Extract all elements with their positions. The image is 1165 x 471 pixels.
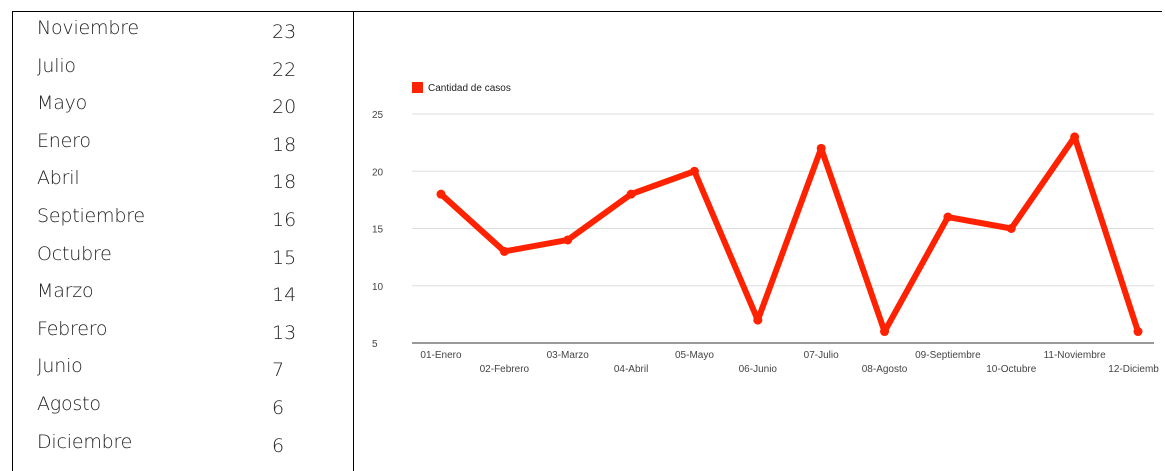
data-point [943,212,953,222]
y-tick-label: 25 [372,110,384,121]
case-count: 6 [272,434,285,457]
case-count: 20 [272,96,297,119]
x-tick-label: 04-Abril [614,364,648,375]
x-tick-label: 10-Octubre [986,364,1036,375]
table-row: Febrero 13 [12,312,353,350]
month-name: Abril [37,167,80,190]
case-count: 6 [272,397,285,419]
data-point [753,315,763,325]
column-divider [353,11,354,471]
case-count: 22 [272,58,297,81]
y-tick-label: 20 [372,167,384,178]
x-tick-label: 06-Junio [739,364,778,375]
month-name: Mayo [37,92,88,115]
x-tick-label: 12-Diciembre [1108,364,1159,375]
x-tick-label: 08-Agosto [862,364,908,375]
data-point [816,143,826,153]
y-tick-label: 15 [372,225,384,236]
case-count: 16 [272,209,297,231]
month-name: Diciembre [37,430,133,453]
month-name: Junio [37,355,83,378]
data-point [626,189,636,199]
data-point [563,235,573,245]
line-chart: 5 10 15 20 25 01-Enero 02-Febrero 03-Marzo 04-Ab… [372,82,1159,375]
case-count: 18 [272,171,297,194]
data-point [1070,132,1080,142]
data-point [499,246,509,256]
table-row: Enero 18 [12,124,353,162]
case-count: 15 [272,246,297,269]
month-name: Julio [37,54,76,77]
month-name: Agosto [37,393,101,415]
y-tick-label: 5 [372,339,378,350]
x-tick-label: 11-Noviembre [1044,350,1106,361]
month-name: Febrero [37,317,108,340]
data-point [1006,224,1016,233]
case-count: 13 [272,321,297,344]
series-line [438,133,1141,335]
y-tick-label: 10 [372,282,384,293]
x-tick-label: 03-Marzo [547,350,590,361]
data-point [1133,327,1143,337]
legend-label: Cantidad de casos [428,83,511,94]
legend-swatch [412,82,423,93]
data-point [880,327,890,337]
table-row: Noviembre 23 [12,11,353,49]
table-row: Marzo 14 [12,274,353,312]
month-name: Octubre [37,242,112,265]
x-tick-label: 07-Julio [804,350,839,361]
month-name: Marzo [37,280,94,303]
month-name: Septiembre [37,205,145,227]
frame [12,11,1162,471]
table-row: Julio 22 [12,49,353,87]
month-name: Enero [37,129,91,152]
table-row: Junio 7 [12,349,353,387]
data-point [436,189,446,199]
table-row: Abril 18 [12,161,353,199]
x-tick-label: 05-Mayo [675,350,714,361]
table-row: Diciembre 6 [12,425,353,463]
table-row: Agosto 6 [12,387,353,425]
x-tick-label: 01-Enero [420,350,462,361]
month-name: Noviembre [37,17,139,39]
case-count: 7 [272,359,285,382]
table-row: Septiembre 16 [12,199,353,237]
case-count: 14 [272,284,297,307]
table-row: Mayo 20 [12,86,353,124]
table-row: Octubre 15 [12,237,353,275]
case-count: 23 [272,21,297,43]
x-tick-label: 09-Septiembre [915,350,981,361]
x-tick-label: 02-Febrero [480,364,530,375]
data-point [689,166,699,176]
case-count: 18 [272,133,297,156]
